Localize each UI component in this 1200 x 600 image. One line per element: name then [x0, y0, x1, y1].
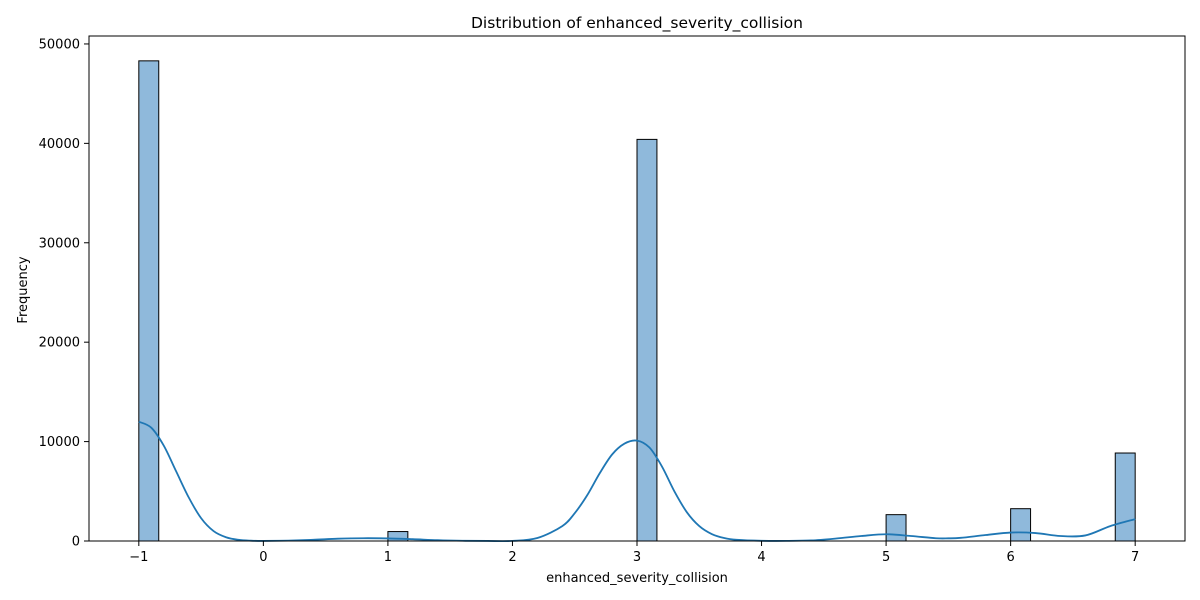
x-tick-label: 7	[1131, 550, 1139, 565]
y-axis-label: Frequency	[16, 256, 31, 323]
bars-layer	[138, 60, 1136, 542]
x-tick-label: 1	[384, 550, 392, 565]
x-tick-label: 2	[508, 550, 516, 565]
histogram-bar	[885, 514, 907, 542]
x-tick-label: −1	[129, 550, 148, 565]
x-tick-label: 0	[259, 550, 267, 565]
y-tick-label: 10000	[39, 435, 80, 450]
histogram-bar	[636, 138, 658, 542]
y-tick-label: 40000	[39, 137, 80, 152]
y-tick-label: 50000	[39, 37, 80, 52]
histogram-bar	[1114, 452, 1136, 542]
y-tick-label: 20000	[39, 336, 80, 351]
histogram-bar	[138, 60, 160, 542]
x-tick-label: 6	[1006, 550, 1014, 565]
histogram-bar	[1010, 508, 1032, 542]
x-tick-label: 3	[633, 550, 641, 565]
chart-title: Distribution of enhanced_severity_collis…	[471, 14, 803, 33]
x-tick-label: 5	[882, 550, 890, 565]
y-tick-label: 30000	[39, 236, 80, 251]
x-axis-label: enhanced_severity_collision	[546, 571, 728, 586]
x-tick-label: 4	[757, 550, 765, 565]
y-axis-ticks: 0 10000 20000 30000 40000 50000	[39, 37, 89, 550]
y-tick-label: 0	[72, 535, 80, 550]
x-axis-ticks: −1 0 1 2 3 4 5 6 7	[129, 541, 1139, 565]
